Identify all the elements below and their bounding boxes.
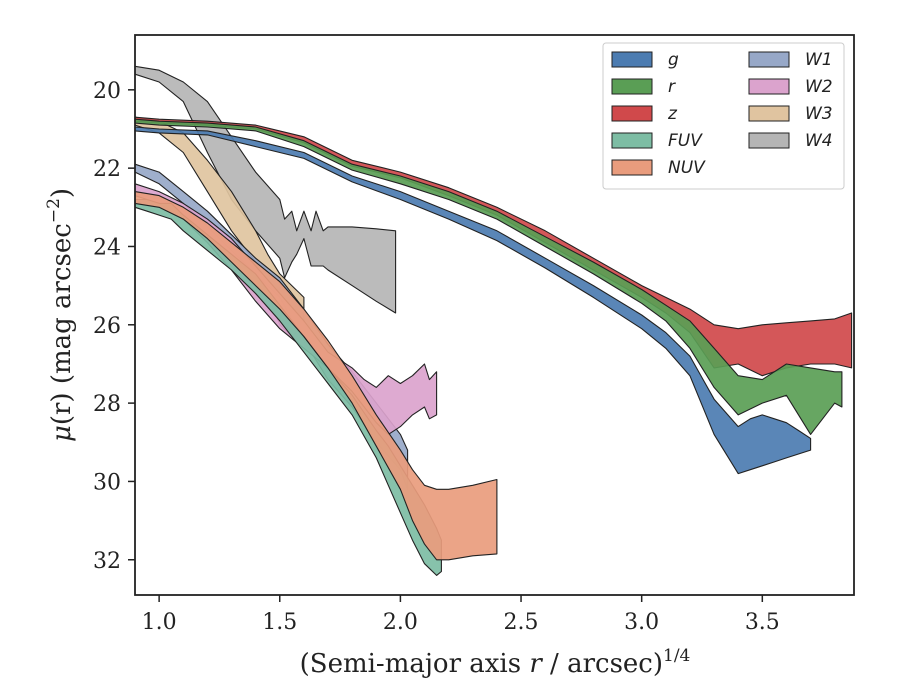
x-tick-label: 3.0 [624,610,659,635]
x-tick-label: 2.0 [383,610,418,635]
y-tick-label: 22 [93,157,121,182]
legend-swatch-r [611,78,653,95]
y-tick-label: 20 [93,79,121,104]
legend-swatch-w1 [748,51,790,68]
legend-swatch-w3 [748,105,790,122]
legend-swatch-w4 [748,132,790,149]
series-band-g [134,126,812,475]
x-tick-label: 1.5 [262,610,297,635]
y-tick-label: 28 [93,392,121,417]
legend-label-r: r [668,77,676,97]
legend: grz FUV NUV W1 W2 W3 W4 [602,42,845,190]
x-tick-label: 1.0 [142,610,177,635]
legend-label-g: g [668,50,679,70]
legend-swatch-nuv [611,159,653,176]
series-layer [134,65,853,576]
legend-swatch-g [611,51,653,68]
legend-label-nuv: NUV [668,158,706,178]
legend-label-w4: W4 [805,131,833,151]
series-band-r [134,118,843,435]
legend-swatch-fuv [611,132,653,149]
x-axis: 1.0 1.5 2.0 2.5 3.0 3.5 [142,595,780,635]
legend-label-w3: W3 [805,104,833,124]
y-axis: 20 22 24 26 28 30 32 [93,79,135,574]
plot-frame [134,34,855,596]
legend-label-w1: W1 [805,50,833,70]
y-axis-label: μ(r) (mag arcsec−2) [44,188,77,442]
y-tick-label: 30 [93,470,121,495]
x-tick-label: 3.5 [745,610,780,635]
legend-swatch-w2 [748,78,790,95]
y-tick-label: 26 [93,314,121,339]
series-band-nuv [134,191,498,561]
y-tick-label: 24 [93,235,121,260]
x-tick-label: 2.5 [504,610,539,635]
legend-swatch-z [611,105,653,122]
legend-label-fuv: FUV [668,131,703,151]
x-axis-label: (Semi-major axis r / arcsec)1/4 [300,646,691,679]
y-tick-label: 32 [93,549,121,574]
legend-label-w2: W2 [805,77,833,97]
legend-label-z: z [667,104,678,124]
